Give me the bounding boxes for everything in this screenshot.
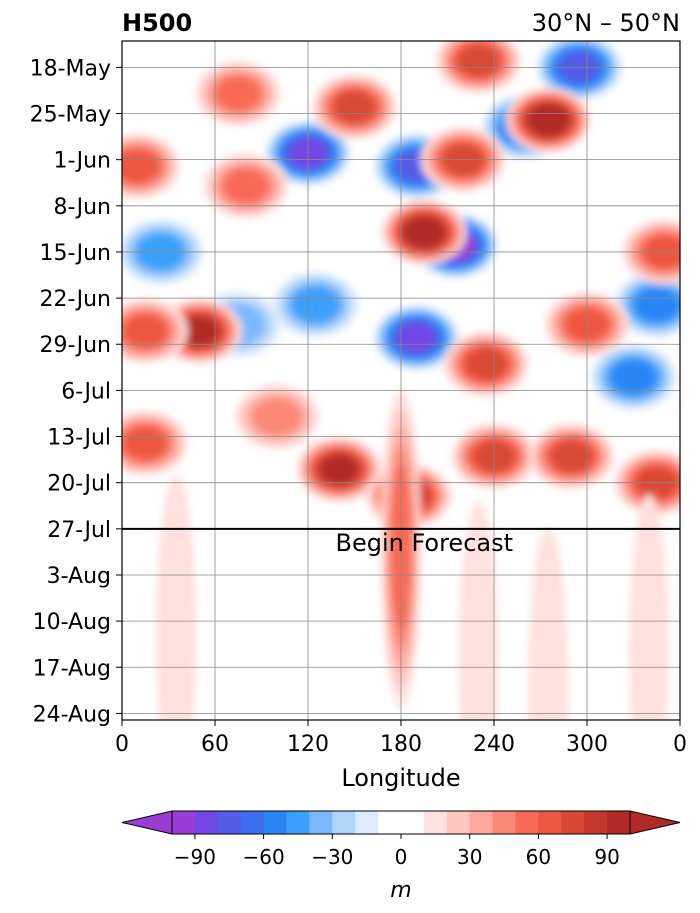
y-tick-label: 6-Jul: [61, 379, 111, 404]
y-tick-label: 1-Jun: [53, 149, 111, 174]
contour-level: [252, 398, 302, 436]
colorbar-segment: [309, 811, 333, 834]
colorbar-segment: [217, 811, 242, 834]
colorbar-segment: [378, 811, 425, 834]
colorbar-tick-label: 30: [457, 845, 482, 869]
x-axis: 0 60 120 180 240 300 0: [115, 720, 687, 757]
contour-level: [334, 91, 375, 122]
colorbar: [121, 810, 681, 835]
contour-level: [124, 427, 166, 459]
contour-level: [216, 76, 261, 111]
x-tick-label: 60: [201, 732, 229, 757]
x-tick-label: 120: [287, 732, 329, 757]
contour-level: [611, 360, 656, 395]
colorbar-segment: [332, 811, 356, 834]
colorbar-segment: [607, 811, 631, 834]
y-tick-label: 25-May: [30, 103, 111, 128]
colorbar-segment: [355, 811, 379, 834]
y-tick-label: 29-Jun: [39, 333, 111, 358]
contour-level: [458, 45, 499, 76]
chart-subtitle: 30°N – 50°N: [532, 9, 680, 37]
colorbar-segment: [469, 811, 494, 834]
colorbar-segment: [263, 811, 287, 834]
contour-level: [291, 286, 340, 324]
y-tick-label: 13-Jul: [47, 426, 111, 451]
contour-level: [406, 218, 442, 246]
y-tick-label: 10-Aug: [33, 610, 111, 635]
contour-level: [181, 317, 218, 345]
y-tick-label: 27-Jul: [47, 518, 111, 543]
y-tick-label: 20-Jul: [47, 472, 111, 497]
y-tick-label: 3-Aug: [47, 564, 111, 589]
contour-level: [634, 287, 679, 322]
contour-level: [458, 500, 499, 720]
colorbar-ticks: −90 −60 −30 0 30 60 90: [174, 834, 620, 869]
x-tick-label: 300: [566, 732, 608, 757]
contour-level: [528, 527, 569, 720]
x-tick-label: 0: [673, 732, 687, 757]
contour-level: [551, 441, 592, 472]
y-tick-label: 8-Jun: [53, 195, 111, 220]
colorbar-segment: [446, 811, 471, 834]
colorbar-segment: [172, 811, 196, 834]
colorbar-tick-label: −90: [174, 845, 216, 869]
colorbar-segment: [538, 811, 562, 834]
contour-level: [530, 106, 566, 134]
colorbar-extend-max: [629, 810, 681, 835]
contour-level: [320, 455, 358, 484]
x-tick-label: 180: [380, 732, 422, 757]
heatmap-field: [122, 41, 680, 720]
colorbar-label: m: [390, 878, 411, 903]
contour-level: [629, 494, 669, 720]
colorbar-tick-label: 90: [594, 845, 619, 869]
y-tick-label: 24-Aug: [33, 702, 111, 727]
contour-level: [122, 150, 159, 183]
chart-title: H500: [122, 9, 192, 37]
x-axis-label: Longitude: [341, 764, 460, 792]
y-tick-label: 15-Jun: [39, 241, 111, 266]
colorbar-tick-label: −60: [242, 845, 284, 869]
colorbar-segment: [240, 811, 265, 834]
colorbar-segment: [423, 811, 448, 834]
x-tick-label: 0: [115, 732, 129, 757]
y-tick-label: 22-Jun: [39, 287, 111, 312]
colorbar-tick-label: 0: [395, 845, 408, 869]
contour-level: [397, 323, 436, 352]
colorbar-segment: [561, 811, 585, 834]
colorbar-segment: [194, 811, 219, 834]
contour-level: [223, 169, 269, 203]
forecast-annotation: Begin Forecast: [335, 529, 513, 557]
colorbar-extend-min: [121, 810, 173, 835]
colorbar-tick-label: −30: [311, 845, 353, 869]
y-tick-label: 18-May: [30, 56, 111, 81]
colorbar-segment: [584, 811, 608, 834]
colorbar-segment: [515, 811, 539, 834]
x-tick-label: 240: [473, 732, 515, 757]
colorbar-segment: [286, 811, 310, 834]
colorbar-segment: [492, 811, 516, 834]
y-axis: 18-May 25-May 1-Jun 8-Jun 15-Jun 22-Jun 29-Jun…: [30, 56, 122, 727]
contour-level: [124, 315, 166, 347]
contour-level: [156, 474, 197, 720]
colorbar-tick-label: 60: [526, 845, 551, 869]
y-tick-label: 17-Aug: [33, 656, 111, 681]
contour-level: [466, 349, 506, 379]
